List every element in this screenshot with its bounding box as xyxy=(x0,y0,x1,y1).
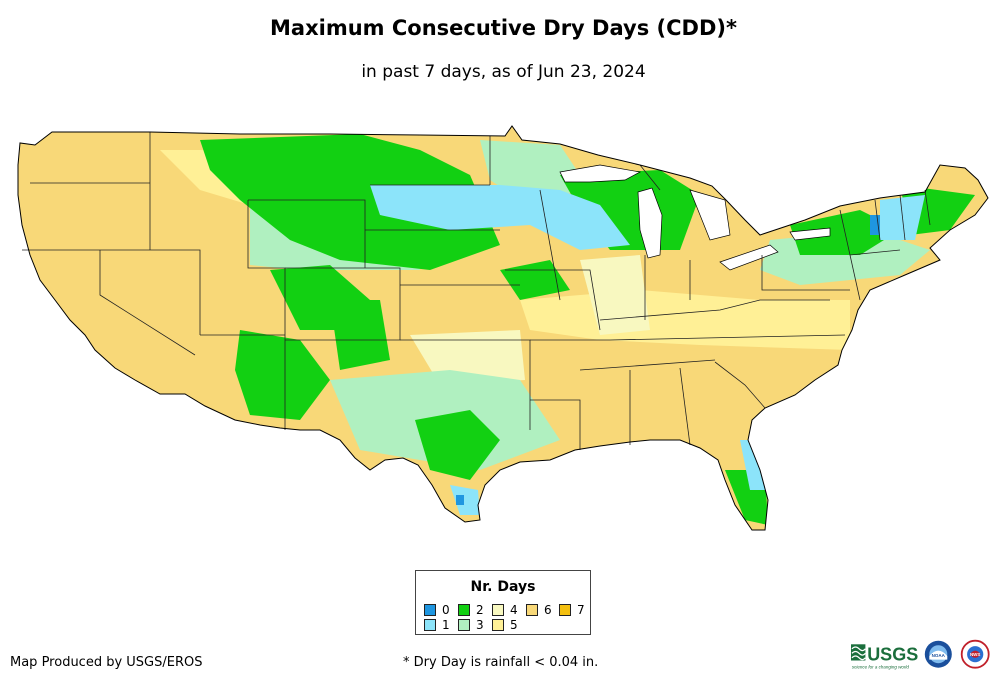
noaa-label: NOAA xyxy=(932,653,946,658)
nws-logo: NWS xyxy=(960,639,990,669)
lake-erie xyxy=(719,244,779,271)
map-credit: Map Produced by USGS/EROS xyxy=(10,655,203,670)
legend-swatch-1 xyxy=(424,619,436,631)
legend-item-3: 3 xyxy=(458,618,484,632)
state-boundaries xyxy=(22,132,931,450)
legend-label-3: 3 xyxy=(476,618,484,632)
us-dry-days-map xyxy=(17,125,989,531)
legend-item-4: 4 xyxy=(492,603,518,617)
legend-swatch-6 xyxy=(526,604,538,616)
legend-item-0: 0 xyxy=(424,603,450,617)
dry-day-zones xyxy=(160,134,975,525)
legend-label-6: 6 xyxy=(544,603,552,617)
legend-label-5: 5 xyxy=(510,618,518,632)
legend-label-1: 1 xyxy=(442,618,450,632)
lake-huron xyxy=(689,189,731,241)
zone-1-day xyxy=(370,185,630,250)
map-title: Maximum Consecutive Dry Days (CDD)* xyxy=(270,16,737,40)
legend-label-4: 4 xyxy=(510,603,518,617)
dry-day-footnote: * Dry Day is rainfall < 0.04 in. xyxy=(403,655,599,670)
legend-swatch-4 xyxy=(492,604,504,616)
zone-2-days xyxy=(330,300,390,370)
map-subtitle: in past 7 days, as of Jun 23, 2024 xyxy=(361,62,646,82)
nws-label: NWS xyxy=(970,652,981,657)
agency-logos: USGS science for a changing world NOAA N… xyxy=(851,639,990,670)
zone-2-days xyxy=(200,134,500,270)
legend-label-7: 7 xyxy=(577,603,585,617)
legend-swatch-3 xyxy=(458,619,470,631)
zone-3-days xyxy=(480,140,590,200)
zone-1-day xyxy=(740,440,765,490)
legend-swatch-0 xyxy=(424,604,436,616)
legend-swatch-2 xyxy=(458,604,470,616)
lake-michigan xyxy=(637,187,663,259)
lake-ontario xyxy=(789,227,831,241)
legend-item-6: 6 xyxy=(526,603,552,617)
map-land xyxy=(17,125,989,531)
legend-swatch-7 xyxy=(559,604,571,616)
noaa-logo: NOAA xyxy=(924,640,952,668)
legend-item-2: 2 xyxy=(458,603,484,617)
usgs-wordmark: USGS xyxy=(867,645,918,665)
legend-label-0: 0 xyxy=(442,603,450,617)
legend-item-5: 5 xyxy=(492,618,518,632)
usgs-logo: USGS science for a changing world xyxy=(851,644,918,670)
lake-superior xyxy=(559,164,642,183)
zone-2-days xyxy=(235,330,330,420)
legend-label-2: 2 xyxy=(476,603,484,617)
zone-1-day xyxy=(450,485,480,515)
legend-title: Nr. Days xyxy=(470,579,536,595)
zone-0-days xyxy=(456,495,464,505)
zone-2-days xyxy=(415,410,500,480)
legend: Nr. Days 0 1 2 3 4 5 6 7 xyxy=(415,570,591,635)
us-outline xyxy=(17,125,989,531)
usgs-tagline: science for a changing world xyxy=(852,665,910,670)
legend-swatch-5 xyxy=(492,619,504,631)
legend-item-1: 1 xyxy=(424,618,450,632)
legend-item-7: 7 xyxy=(559,603,585,617)
